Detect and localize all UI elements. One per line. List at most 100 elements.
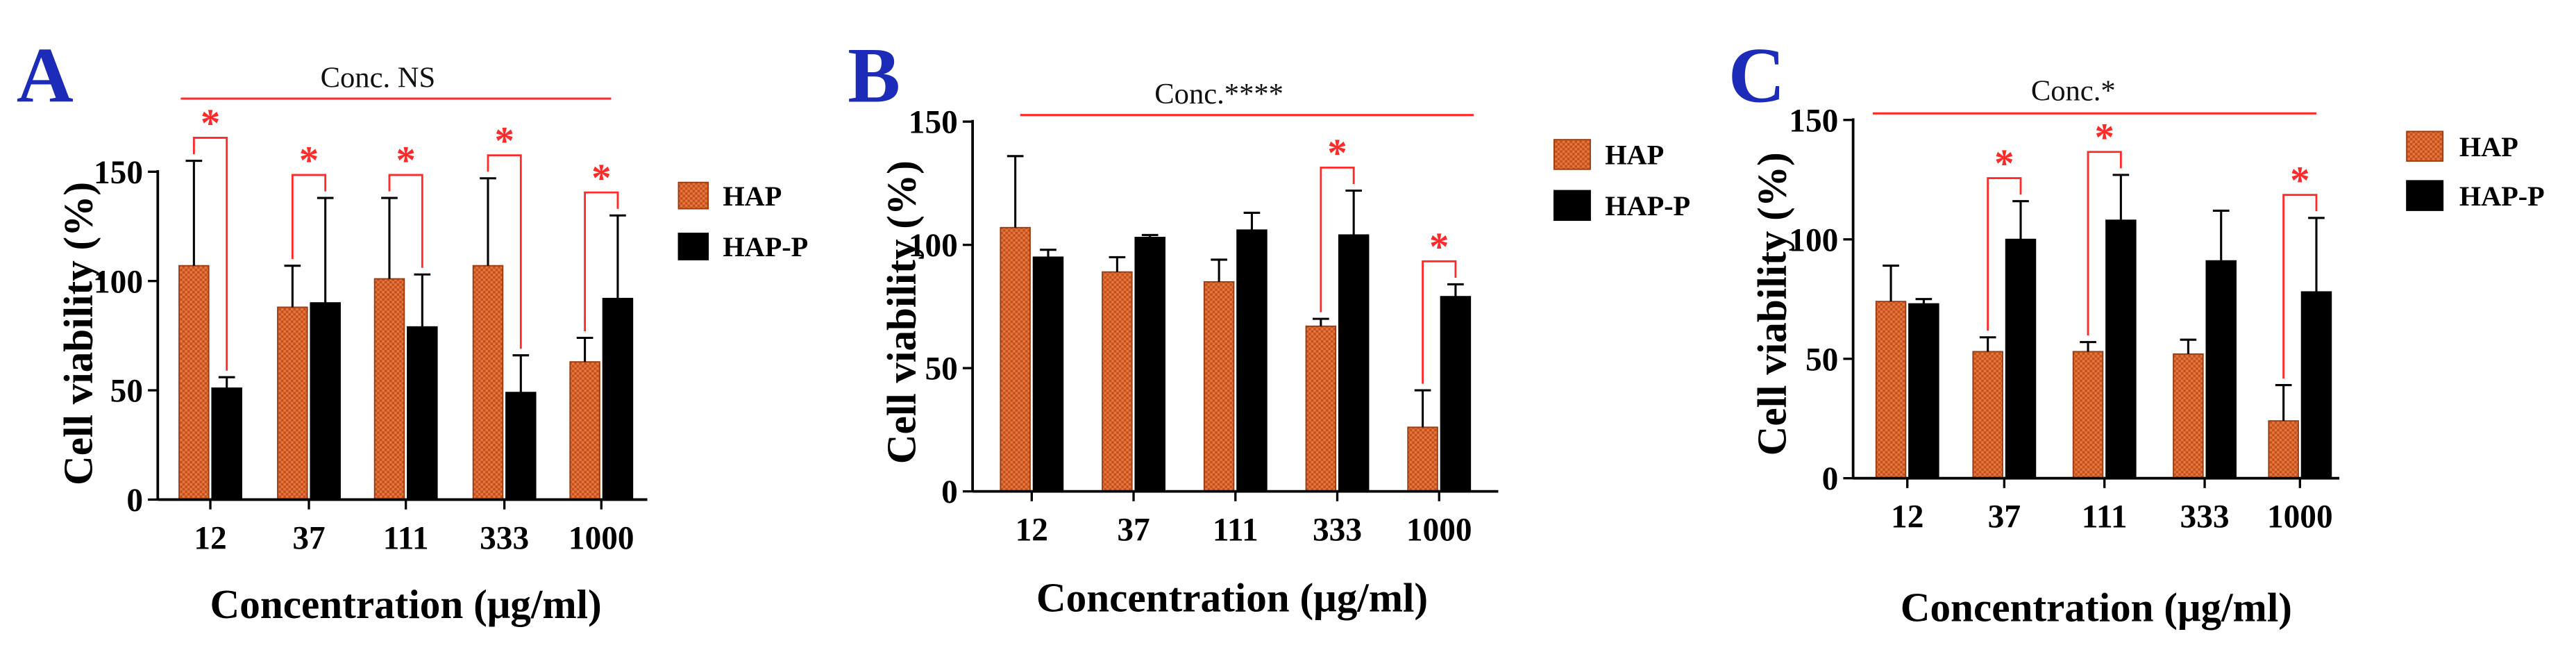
error-bar-hap-p-333 [2212,209,2230,261]
y-tick-label: 100 [909,228,958,264]
bar-hap-p-333 [505,392,537,501]
error-bar-hap-333 [480,177,496,266]
legend-swatch-hap-p [2406,180,2444,211]
bar-hap-p-12 [1032,256,1064,492]
x-tick-label: 1000 [2267,499,2333,535]
significance-star: * [2290,158,2309,202]
error-bar-hap-111 [381,197,398,279]
significance-star: * [1429,225,1449,269]
bar-hap-p-12 [211,387,242,501]
y-axis-title: Cell viability (%) [1749,152,1795,456]
x-tick-label: 37 [1117,512,1150,549]
significance-star: * [1994,142,2014,185]
significance-bracket-111: * [2087,115,2122,336]
legend-swatch-hap-p [677,233,709,260]
bar-hap-p-111 [407,326,438,501]
x-tick-label: 37 [1988,499,2021,535]
significance-bracket-line [487,154,522,349]
bar-hap-p-1000 [2300,291,2332,479]
x-axis-title: Concentration (μg/ml) [1036,574,1428,620]
legend-label-hap-p: HAP-P [2459,181,2545,212]
concentration-effect-label: Conc. NS [321,61,436,94]
bar-hap-12 [178,265,210,501]
bar-hap-333 [1305,325,1337,492]
significance-star: * [2094,115,2114,159]
bar-hap-p-12 [1908,303,1939,479]
error-bar-hap-p-12 [1915,298,1933,304]
y-axis-title: Cell viability (%) [56,182,101,485]
significance-star: * [299,139,319,183]
significance-bracket-line [584,191,619,332]
y-tick-label: 150 [94,155,143,191]
bar-hap-333 [2173,353,2204,479]
legend-label-hap: HAP [1605,140,1664,171]
bar-hap-p-37 [1134,237,1165,492]
significance-bracket-line [2282,194,2318,379]
legend-label-hap-p: HAP-P [723,231,808,262]
concentration-effect-label: Conc.**** [1154,78,1283,110]
panel-letter: B [848,32,900,119]
significance-bracket-111: * [388,139,423,268]
bar-hap-37 [277,306,308,501]
error-bar-hap-12 [185,160,203,266]
error-bar-hap-12 [1883,265,1899,302]
significance-bracket-1000: * [584,156,619,332]
bar-hap-1000 [1407,426,1438,492]
significance-bracket-line [291,174,327,260]
bar-hap-12 [1000,226,1031,492]
error-bar-hap-111 [2080,341,2096,352]
x-tick-label: 333 [2180,499,2230,535]
y-tick-label: 100 [94,264,143,300]
error-bar-hap-p-333 [512,354,530,393]
bar-hap-p-37 [2005,238,2037,479]
significance-star: * [494,119,514,162]
error-bar-hap-1000 [2275,383,2292,422]
bar-hap-p-333 [2205,260,2237,479]
error-bar-hap-p-111 [414,273,431,327]
panel-b: B Conc.**** 0 50 100 150 12 37 111 333 1000 * * Cell … [848,32,1690,621]
x-tick-label: 111 [383,520,429,556]
bar-hap-p-111 [2105,219,2137,479]
y-tick-label: 50 [110,374,143,410]
x-tick-label: 333 [480,520,529,556]
bar-hap-1000 [2268,420,2299,479]
significance-bracket-line [2087,151,2122,336]
legend-label-hap: HAP [2459,131,2518,162]
significance-star: * [1327,131,1347,175]
x-tick-label: 12 [194,520,226,556]
significance-bracket-line [1422,260,1457,384]
bar-hap-p-37 [310,302,341,501]
bar-hap-p-111 [1236,229,1268,492]
x-tick-label: 1000 [569,520,634,556]
legend-label-hap: HAP [723,181,782,212]
error-bar-hap-37 [284,265,301,308]
error-bar-hap-p-333 [1345,189,1362,235]
significance-bracket-line [388,174,423,268]
y-tick-label: 0 [941,474,958,510]
legend-swatch-hap [1553,139,1591,170]
x-tick-label: 12 [1891,499,1923,535]
bar-hap-p-333 [1338,234,1370,492]
legend: HAP HAP-P [2406,131,2545,212]
y-tick-label: 50 [925,351,957,387]
panel-a: A Conc. NS 0 50 100 150 12 37 111 333 1000 * * * * * Cel… [17,32,808,627]
error-bar-hap-p-1000 [609,214,626,299]
bar-hap-37 [1102,271,1133,492]
error-bar-hap-p-37 [317,197,334,303]
y-tick-label: 50 [1805,342,1838,378]
bar-hap-1000 [569,361,600,501]
error-bar-hap-p-37 [2012,200,2029,240]
significance-bracket-333: * [487,119,522,349]
error-bar-hap-333 [1312,317,1329,326]
y-tick-label: 150 [909,105,958,141]
x-tick-label: 111 [1213,512,1258,549]
legend: HAP HAP-P [1553,139,1690,222]
significance-bracket-12: * [192,101,228,371]
significance-star: * [396,139,415,183]
significance-bracket-line [1987,177,2022,331]
significance-bracket-37: * [291,139,327,260]
x-tick-label: 37 [292,520,325,556]
y-tick-label: 150 [1789,103,1838,139]
